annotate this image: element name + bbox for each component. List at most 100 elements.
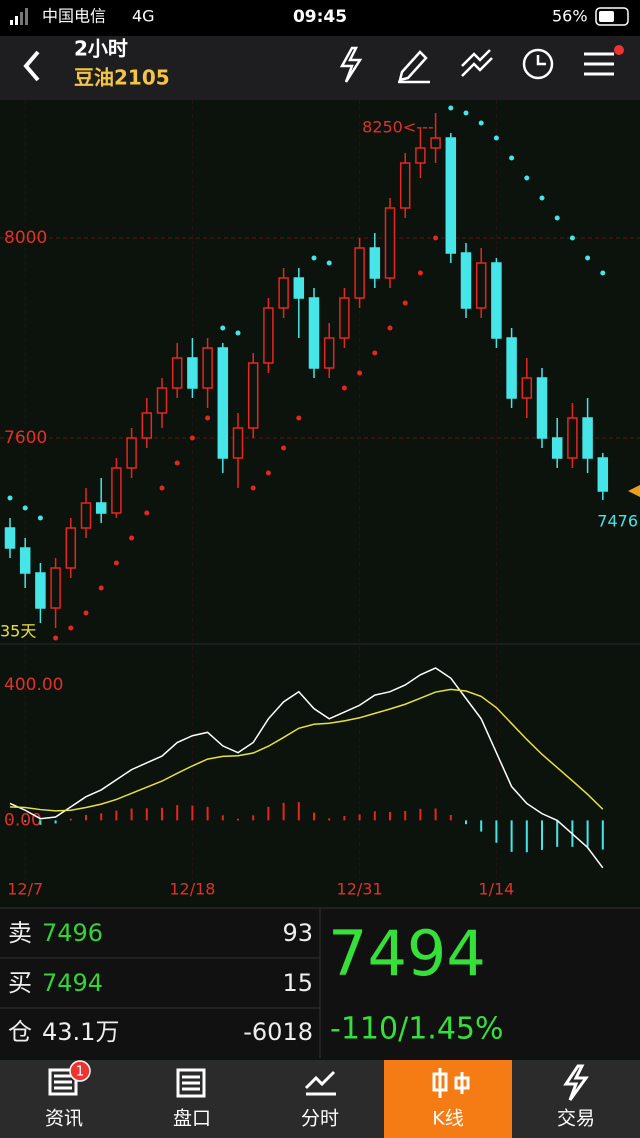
history-button[interactable] xyxy=(522,48,554,80)
sar-dot xyxy=(68,625,74,631)
flash-button[interactable] xyxy=(339,46,363,83)
sell-volume: 93 xyxy=(282,919,313,947)
sar-dot xyxy=(189,435,195,441)
main-panel xyxy=(0,100,640,644)
macd-bar xyxy=(145,808,148,821)
sar-dot xyxy=(433,235,439,241)
candle-body xyxy=(582,417,593,459)
x-tick-label: 12/31 xyxy=(337,880,383,899)
high-label: 8250<--- xyxy=(362,118,433,137)
y-tick-label: 0.00 xyxy=(4,810,42,830)
tab-label: 盘口 xyxy=(173,1108,211,1130)
carrier: 中国电信 xyxy=(42,7,106,26)
contract-name: 豆油2105 xyxy=(74,66,170,90)
tab-4[interactable]: 交易 xyxy=(557,1064,595,1130)
tab-3[interactable]: K线 xyxy=(432,1068,470,1130)
candle-body xyxy=(506,337,517,399)
sar-dot xyxy=(250,485,256,491)
badge xyxy=(69,1060,91,1082)
back-button[interactable] xyxy=(23,50,40,82)
candle-body xyxy=(187,357,198,389)
candle-body xyxy=(475,262,487,309)
battery-icon xyxy=(595,7,629,26)
candle-body xyxy=(369,247,381,279)
macd-dea-line xyxy=(9,688,604,812)
tab-icon xyxy=(432,1068,470,1098)
macd-panel xyxy=(0,646,640,880)
candle-body xyxy=(430,137,441,149)
sar-dot xyxy=(569,235,575,241)
macd-bar xyxy=(191,805,194,821)
sar-dot xyxy=(98,585,104,591)
tab-1[interactable]: 盘口 xyxy=(173,1068,211,1130)
signal-icon xyxy=(10,8,28,25)
sar-dot xyxy=(539,195,545,201)
price-change: -110/1.45% xyxy=(330,1012,504,1047)
sar-dot xyxy=(311,255,317,261)
nav-bar xyxy=(0,36,640,100)
x-tick-label: 12/18 xyxy=(169,880,215,899)
candle-body xyxy=(521,377,533,399)
macd-bar xyxy=(389,811,391,821)
macd-bar xyxy=(252,815,255,821)
draw-button[interactable] xyxy=(398,50,430,84)
macd-bar xyxy=(419,808,422,821)
tab-label: K线 xyxy=(432,1108,463,1130)
sar-dot xyxy=(113,560,119,566)
buy-price: 7494 xyxy=(42,969,103,997)
menu-button[interactable] xyxy=(584,45,624,76)
sell-price: 7496 xyxy=(42,919,103,947)
last-price: 7494 xyxy=(328,917,486,990)
x-tick-label: 12/7 xyxy=(7,880,43,899)
macd-bar xyxy=(404,810,407,821)
sar-dot xyxy=(448,105,454,111)
candle-body xyxy=(111,467,122,514)
macd-bar xyxy=(434,808,437,821)
macd-bar xyxy=(24,820,27,822)
x-tick-label: 1/14 xyxy=(478,880,514,899)
oi-label: 仓 xyxy=(8,1018,32,1046)
candle-body xyxy=(156,387,168,414)
buy-label: 买 xyxy=(8,969,32,997)
macd-bar xyxy=(9,818,11,821)
sar-dot xyxy=(83,610,89,616)
sar-dot xyxy=(509,155,515,161)
price-pointer xyxy=(628,485,640,497)
period-title: 2小时 xyxy=(74,37,128,61)
indicator-button[interactable] xyxy=(461,49,493,77)
low-label: 7476 xyxy=(597,512,638,531)
sar-dot xyxy=(220,325,226,331)
macd-bar xyxy=(85,814,87,821)
candle-body xyxy=(491,262,502,339)
sar-dot xyxy=(585,255,591,261)
macd-bar xyxy=(54,820,57,824)
tab-2[interactable]: 分时 xyxy=(301,1070,339,1130)
sar-dot xyxy=(417,270,423,276)
sar-dot xyxy=(37,515,43,521)
candle-body xyxy=(202,347,213,389)
sar-dot xyxy=(159,485,165,491)
candle-body xyxy=(536,377,548,439)
sar-dot xyxy=(22,505,28,511)
network: 4G xyxy=(132,7,155,26)
macd-bar xyxy=(176,805,179,821)
candle-body xyxy=(35,572,46,609)
sar-dot xyxy=(326,260,332,266)
macd-bar xyxy=(586,820,589,847)
candle-body xyxy=(95,502,107,514)
candle-body xyxy=(80,502,92,529)
macd-bar xyxy=(237,818,239,821)
period-label: 35天 xyxy=(0,622,36,641)
quote-dividers xyxy=(0,907,640,1058)
buy-volume: 15 xyxy=(282,969,313,997)
candle-body xyxy=(415,147,426,164)
macd-bar xyxy=(525,820,528,853)
tab-0[interactable]: 资讯 1 xyxy=(45,1060,91,1130)
open-interest: 43.1万 xyxy=(42,1018,119,1046)
sar-dot xyxy=(174,460,180,466)
candle-body xyxy=(551,437,563,459)
macd-bar xyxy=(297,802,300,821)
macd-bar xyxy=(313,812,315,821)
candle-body xyxy=(597,457,609,492)
date-axis xyxy=(0,880,640,906)
